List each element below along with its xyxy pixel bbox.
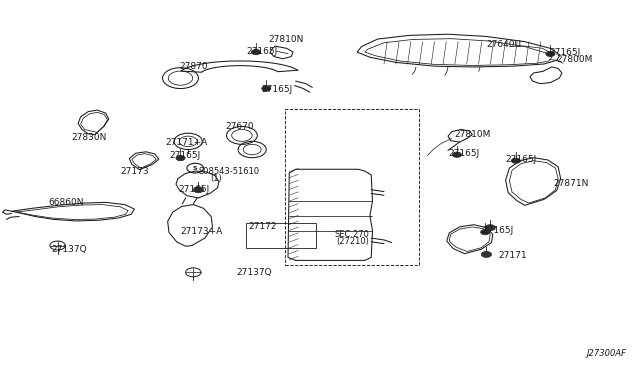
Text: 27670: 27670 <box>225 122 254 131</box>
Text: 27165J: 27165J <box>549 48 580 57</box>
Text: 27165J: 27165J <box>261 85 292 94</box>
Text: 27165J: 27165J <box>448 149 479 158</box>
Circle shape <box>511 158 520 163</box>
Text: 27165J: 27165J <box>246 47 278 56</box>
Text: 27165J: 27165J <box>483 226 514 235</box>
Text: 27172: 27172 <box>248 222 277 231</box>
Text: 27173+A: 27173+A <box>180 227 223 236</box>
Text: 27137Q: 27137Q <box>51 245 87 254</box>
Text: S: S <box>193 166 198 171</box>
Text: 27165J: 27165J <box>170 151 201 160</box>
Circle shape <box>176 155 185 161</box>
Text: 27810M: 27810M <box>454 130 491 139</box>
Text: 27871N: 27871N <box>554 179 589 187</box>
Circle shape <box>546 51 555 57</box>
Text: 27870: 27870 <box>179 62 208 71</box>
Text: SEC.270: SEC.270 <box>335 230 369 239</box>
Text: 27165J: 27165J <box>506 155 537 164</box>
Text: (1): (1) <box>210 174 221 183</box>
Bar <box>246 223 316 248</box>
Text: 27171: 27171 <box>498 251 527 260</box>
Circle shape <box>193 187 204 193</box>
Text: 27800M: 27800M <box>557 55 593 64</box>
Circle shape <box>262 86 271 91</box>
Circle shape <box>485 225 495 231</box>
Text: 27830N: 27830N <box>72 133 107 142</box>
Text: 27173: 27173 <box>120 167 149 176</box>
Circle shape <box>452 152 461 157</box>
Text: 27165J: 27165J <box>178 185 209 194</box>
Text: (27210): (27210) <box>336 237 369 246</box>
Text: 27640U: 27640U <box>486 40 522 49</box>
Text: 27810N: 27810N <box>269 35 304 44</box>
Text: J27300AF: J27300AF <box>586 349 626 358</box>
Text: 27171+A: 27171+A <box>165 138 207 147</box>
Text: 27137Q: 27137Q <box>237 268 273 277</box>
Text: 66860N: 66860N <box>49 198 84 207</box>
Circle shape <box>481 251 492 257</box>
Circle shape <box>252 49 260 55</box>
Bar <box>285 109 419 265</box>
Text: S08543-51610: S08543-51610 <box>198 167 260 176</box>
Circle shape <box>481 230 490 235</box>
